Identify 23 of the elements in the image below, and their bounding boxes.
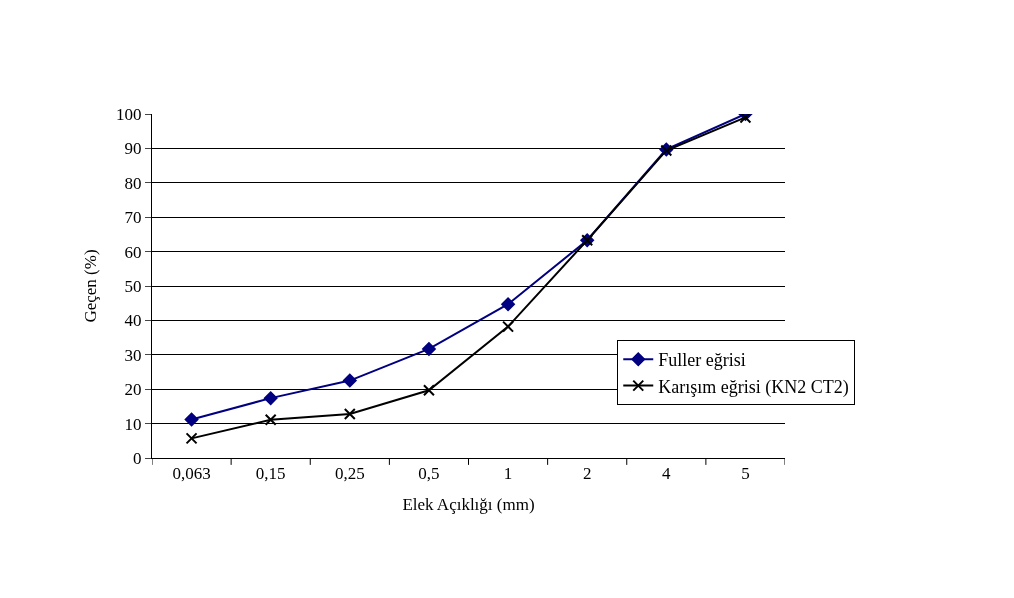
x-tick-label: 4 xyxy=(662,464,672,484)
x-tick-label: 0,15 xyxy=(255,464,286,484)
x-axis-title: Elek Açıklığı (mm) xyxy=(402,494,535,514)
x-tick-label: 0,063 xyxy=(172,464,211,484)
y-tick-label: 60 xyxy=(124,242,142,262)
x-tick-label: 2 xyxy=(582,464,592,484)
y-tick-label: 100 xyxy=(116,104,142,124)
legend-label: Karışım eğrisi (KN2 CT2) xyxy=(658,376,849,398)
y-tick-label: 20 xyxy=(124,380,142,400)
x-tick-label: 1 xyxy=(503,464,513,484)
y-tick-label: 30 xyxy=(124,345,142,365)
legend-label: Fuller eğrisi xyxy=(658,350,746,371)
y-tick-label: 0 xyxy=(133,448,142,468)
y-tick-label: 50 xyxy=(124,276,142,296)
y-tick-label: 40 xyxy=(124,311,142,331)
y-tick-label: 80 xyxy=(124,173,142,193)
x-tick-label: 0,5 xyxy=(418,464,440,484)
x-tick-label: 5 xyxy=(741,464,750,484)
y-tick-label: 90 xyxy=(124,139,142,159)
x-tick-label: 0,25 xyxy=(334,464,365,484)
y-axis-title: Geçen (%) xyxy=(80,249,100,323)
y-tick-label: 70 xyxy=(124,208,142,228)
y-tick-label: 10 xyxy=(124,414,142,434)
